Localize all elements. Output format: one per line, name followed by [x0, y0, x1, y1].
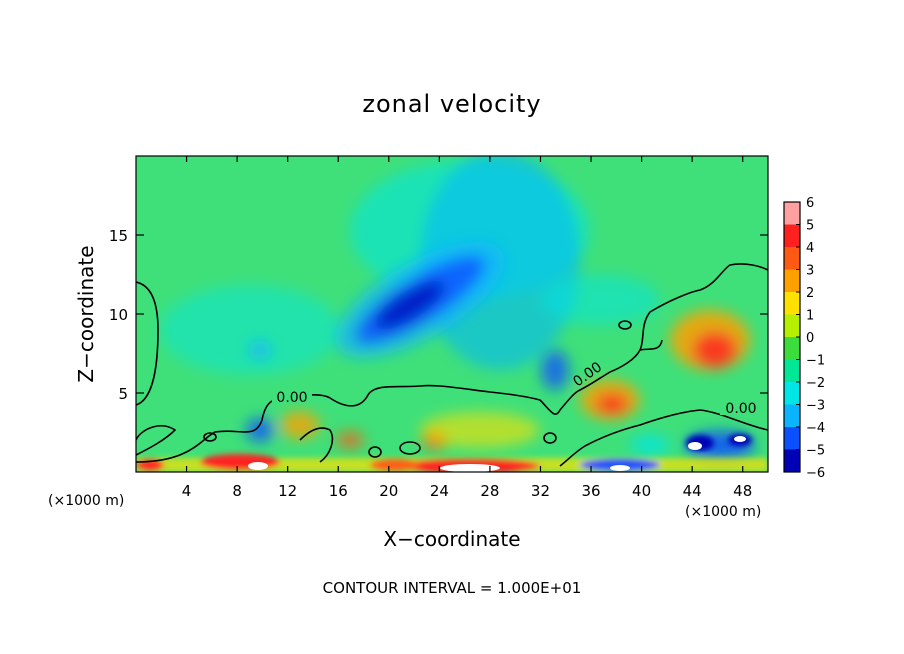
x-tick-label: 24 — [430, 482, 449, 500]
x-tick-label: 16 — [329, 482, 348, 500]
velocity-field — [136, 156, 768, 472]
x-tick-label: 36 — [581, 482, 600, 500]
colorbar-label: 5 — [806, 219, 814, 234]
colorbar-label: −2 — [806, 376, 825, 391]
y-tick-label: 15 — [109, 227, 128, 245]
y-axis-label: Z−coordinate — [74, 245, 98, 382]
y-axis-ticks: 5 10 15 — [109, 227, 768, 403]
colorbar-swatch — [784, 449, 800, 473]
x-tick-label: 28 — [480, 482, 499, 500]
x-axis-ticks: 4 8 12 16 20 24 28 32 36 40 44 48 — [182, 156, 752, 500]
colorbar-swatch — [784, 427, 800, 450]
x-tick-label: 4 — [182, 482, 192, 500]
x-axis-label: X−coordinate — [383, 527, 520, 551]
x-tick-label: 44 — [683, 482, 702, 500]
y-tick-label: 10 — [109, 306, 128, 324]
zero-contours — [136, 263, 768, 467]
colorbar-swatch — [784, 269, 800, 293]
x-tick-label: 20 — [379, 482, 398, 500]
colorbar: 6 5 4 3 2 1 0 −1 −2 −3 −4 −5 −6 — [783, 196, 825, 481]
contour-label: 0.00 — [725, 401, 756, 417]
colorbar-label: −6 — [806, 466, 825, 481]
colorbar-label: −5 — [806, 444, 825, 459]
x-tick-label: 12 — [278, 482, 297, 500]
colorbar-label: 3 — [806, 264, 814, 279]
colorbar-label: 0 — [806, 331, 814, 346]
colorbar-label: 6 — [806, 196, 814, 211]
x-tick-label: 40 — [632, 482, 651, 500]
contour-interval-note: CONTOUR INTERVAL = 1.000E+01 — [323, 579, 582, 597]
colorbar-swatch — [784, 292, 800, 315]
x-tick-label: 32 — [531, 482, 550, 500]
x-tick-label: 48 — [733, 482, 752, 500]
x-unit-label-left: (×1000 m) — [48, 493, 124, 509]
colorbar-label: 1 — [806, 309, 814, 324]
colorbar-swatch — [784, 404, 800, 428]
colorbar-swatch — [784, 382, 800, 405]
x-unit-label-right: (×1000 m) — [685, 504, 761, 520]
colorbar-label: −3 — [806, 399, 825, 414]
colorbar-label: 4 — [806, 241, 814, 256]
colorbar-swatch — [784, 359, 800, 383]
colorbar-swatch — [784, 224, 800, 248]
x-tick-label: 8 — [232, 482, 242, 500]
contour-label: 0.00 — [276, 390, 307, 406]
colorbar-label: 2 — [806, 286, 814, 301]
colorbar-swatch — [784, 314, 800, 338]
colorbar-label: −1 — [806, 354, 825, 369]
chart-title: zonal velocity — [362, 90, 541, 118]
colorbar-swatch — [784, 337, 800, 360]
colorbar-swatch — [784, 202, 800, 225]
y-tick-label: 5 — [118, 385, 128, 403]
colorbar-label: −4 — [806, 421, 825, 436]
colorbar-swatch — [784, 247, 800, 270]
